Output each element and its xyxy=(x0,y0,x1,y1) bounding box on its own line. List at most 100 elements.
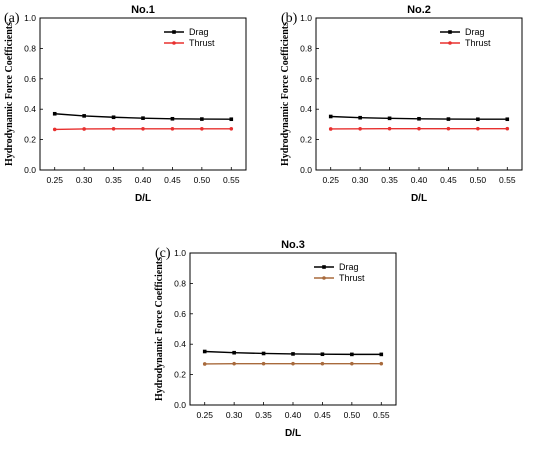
data-point-thrust xyxy=(232,361,236,366)
data-point-drag xyxy=(379,352,384,357)
y-tick-label: 0.6 xyxy=(24,74,36,84)
legend-label: Drag xyxy=(339,262,359,272)
y-tick-label: 0.8 xyxy=(300,43,312,53)
x-axis-label: D/L xyxy=(135,193,151,204)
legend-label: Drag xyxy=(465,27,485,37)
data-point-thrust xyxy=(350,361,354,366)
y-axis-label: Hydrodynamic Force Coefficients xyxy=(4,22,15,166)
data-point-thrust xyxy=(202,362,207,366)
data-point-thrust xyxy=(476,126,480,131)
legend-marker-drag xyxy=(172,30,176,34)
y-tick-label: 1.0 xyxy=(24,13,36,23)
chart-title: No.1 xyxy=(131,4,155,16)
data-point-thrust xyxy=(111,127,116,131)
x-tick-label: 0.25 xyxy=(322,175,339,185)
data-point-drag xyxy=(291,352,295,356)
x-tick-label: 0.30 xyxy=(226,410,243,420)
x-tick-label: 0.40 xyxy=(285,410,302,420)
data-point-thrust xyxy=(387,126,392,131)
data-point-drag xyxy=(229,117,234,122)
x-tick-label: 0.25 xyxy=(196,410,213,420)
data-point-drag xyxy=(358,115,362,120)
data-point-drag xyxy=(202,349,207,354)
x-tick-label: 0.35 xyxy=(105,175,122,185)
data-point-drag xyxy=(111,115,116,120)
x-tick-label: 0.25 xyxy=(46,175,63,185)
data-point-thrust xyxy=(417,126,421,131)
data-point-drag xyxy=(328,114,333,119)
data-point-thrust xyxy=(229,127,234,131)
data-point-drag xyxy=(320,352,325,357)
data-point-drag xyxy=(387,116,392,121)
data-point-drag xyxy=(141,116,145,120)
data-point-thrust xyxy=(52,127,57,132)
data-point-thrust xyxy=(291,361,295,366)
data-point-thrust xyxy=(358,127,362,131)
x-tick-label: 0.40 xyxy=(411,175,428,185)
x-tick-label: 0.55 xyxy=(373,410,390,420)
x-tick-label: 0.45 xyxy=(314,410,331,420)
x-axis-label: D/L xyxy=(411,193,427,204)
legend-label: Thrust xyxy=(339,273,365,283)
x-tick-label: 0.55 xyxy=(223,175,240,185)
data-point-thrust xyxy=(320,361,325,366)
legend-marker-thrust xyxy=(172,41,176,45)
y-tick-label: 0.0 xyxy=(24,165,36,175)
legend-label: Drag xyxy=(189,27,209,37)
data-point-drag xyxy=(52,111,57,116)
x-tick-label: 0.35 xyxy=(255,410,272,420)
x-tick-label: 0.40 xyxy=(135,175,152,185)
legend-marker-thrust xyxy=(322,276,326,280)
data-point-drag xyxy=(232,350,236,355)
plot-frame xyxy=(189,252,397,406)
plot-frame xyxy=(39,17,247,171)
chart-panel-a: (a) No.1 0.0 0.2 0.4 0.6 0.8 1.0 0.25 0.30 0.35 0.4… xyxy=(4,4,247,204)
data-point-thrust xyxy=(261,361,266,366)
legend-marker-drag xyxy=(448,30,452,34)
data-point-drag xyxy=(82,114,86,118)
x-tick-label: 0.50 xyxy=(194,175,211,185)
x-tick-label: 0.30 xyxy=(352,175,369,185)
data-point-thrust xyxy=(82,127,86,131)
y-axis-label: Hydrodynamic Force Coefficients xyxy=(280,22,291,166)
y-tick-label: 0.4 xyxy=(24,104,36,114)
y-tick-label: 0.0 xyxy=(174,400,186,410)
data-point-drag xyxy=(350,352,354,357)
x-tick-label: 0.50 xyxy=(470,175,487,185)
x-tick-label: 0.30 xyxy=(76,175,93,185)
y-tick-label: 0.4 xyxy=(300,104,312,114)
data-point-thrust xyxy=(328,127,333,131)
y-axis-label: Hydrodynamic Force Coefficients xyxy=(154,257,165,401)
data-point-thrust xyxy=(141,127,145,131)
panel-label: (a) xyxy=(4,11,20,26)
y-tick-label: 0.4 xyxy=(174,339,186,349)
y-tick-label: 0.2 xyxy=(24,135,36,145)
y-tick-label: 1.0 xyxy=(174,248,186,258)
legend-label: Thrust xyxy=(189,38,215,48)
legend-marker-thrust xyxy=(448,41,452,45)
legend-marker-drag xyxy=(322,265,326,269)
y-tick-label: 0.2 xyxy=(300,135,312,145)
panel-label: (b) xyxy=(281,11,298,26)
data-point-drag xyxy=(446,117,451,121)
x-tick-label: 0.50 xyxy=(344,410,361,420)
data-point-drag xyxy=(170,116,175,121)
data-point-thrust xyxy=(200,127,204,131)
y-tick-label: 0.2 xyxy=(174,370,186,380)
chart-panel-c: (c) No.3 0.0 0.2 0.4 0.6 0.8 1.0 0.25 0.30 0.35 0.4… xyxy=(154,239,397,439)
y-tick-label: 0.8 xyxy=(24,43,36,53)
data-point-drag xyxy=(476,117,480,122)
y-tick-label: 0.0 xyxy=(300,165,312,175)
data-point-thrust xyxy=(379,361,384,366)
x-tick-label: 0.45 xyxy=(440,175,457,185)
plot-frame xyxy=(315,17,523,171)
y-tick-label: 1.0 xyxy=(300,13,312,23)
legend-label: Thrust xyxy=(465,38,491,48)
y-tick-label: 0.6 xyxy=(174,309,186,319)
x-tick-label: 0.55 xyxy=(499,175,516,185)
data-point-thrust xyxy=(505,126,510,131)
data-point-thrust xyxy=(446,126,451,131)
panel-label: (c) xyxy=(155,246,171,261)
x-tick-label: 0.45 xyxy=(164,175,181,185)
